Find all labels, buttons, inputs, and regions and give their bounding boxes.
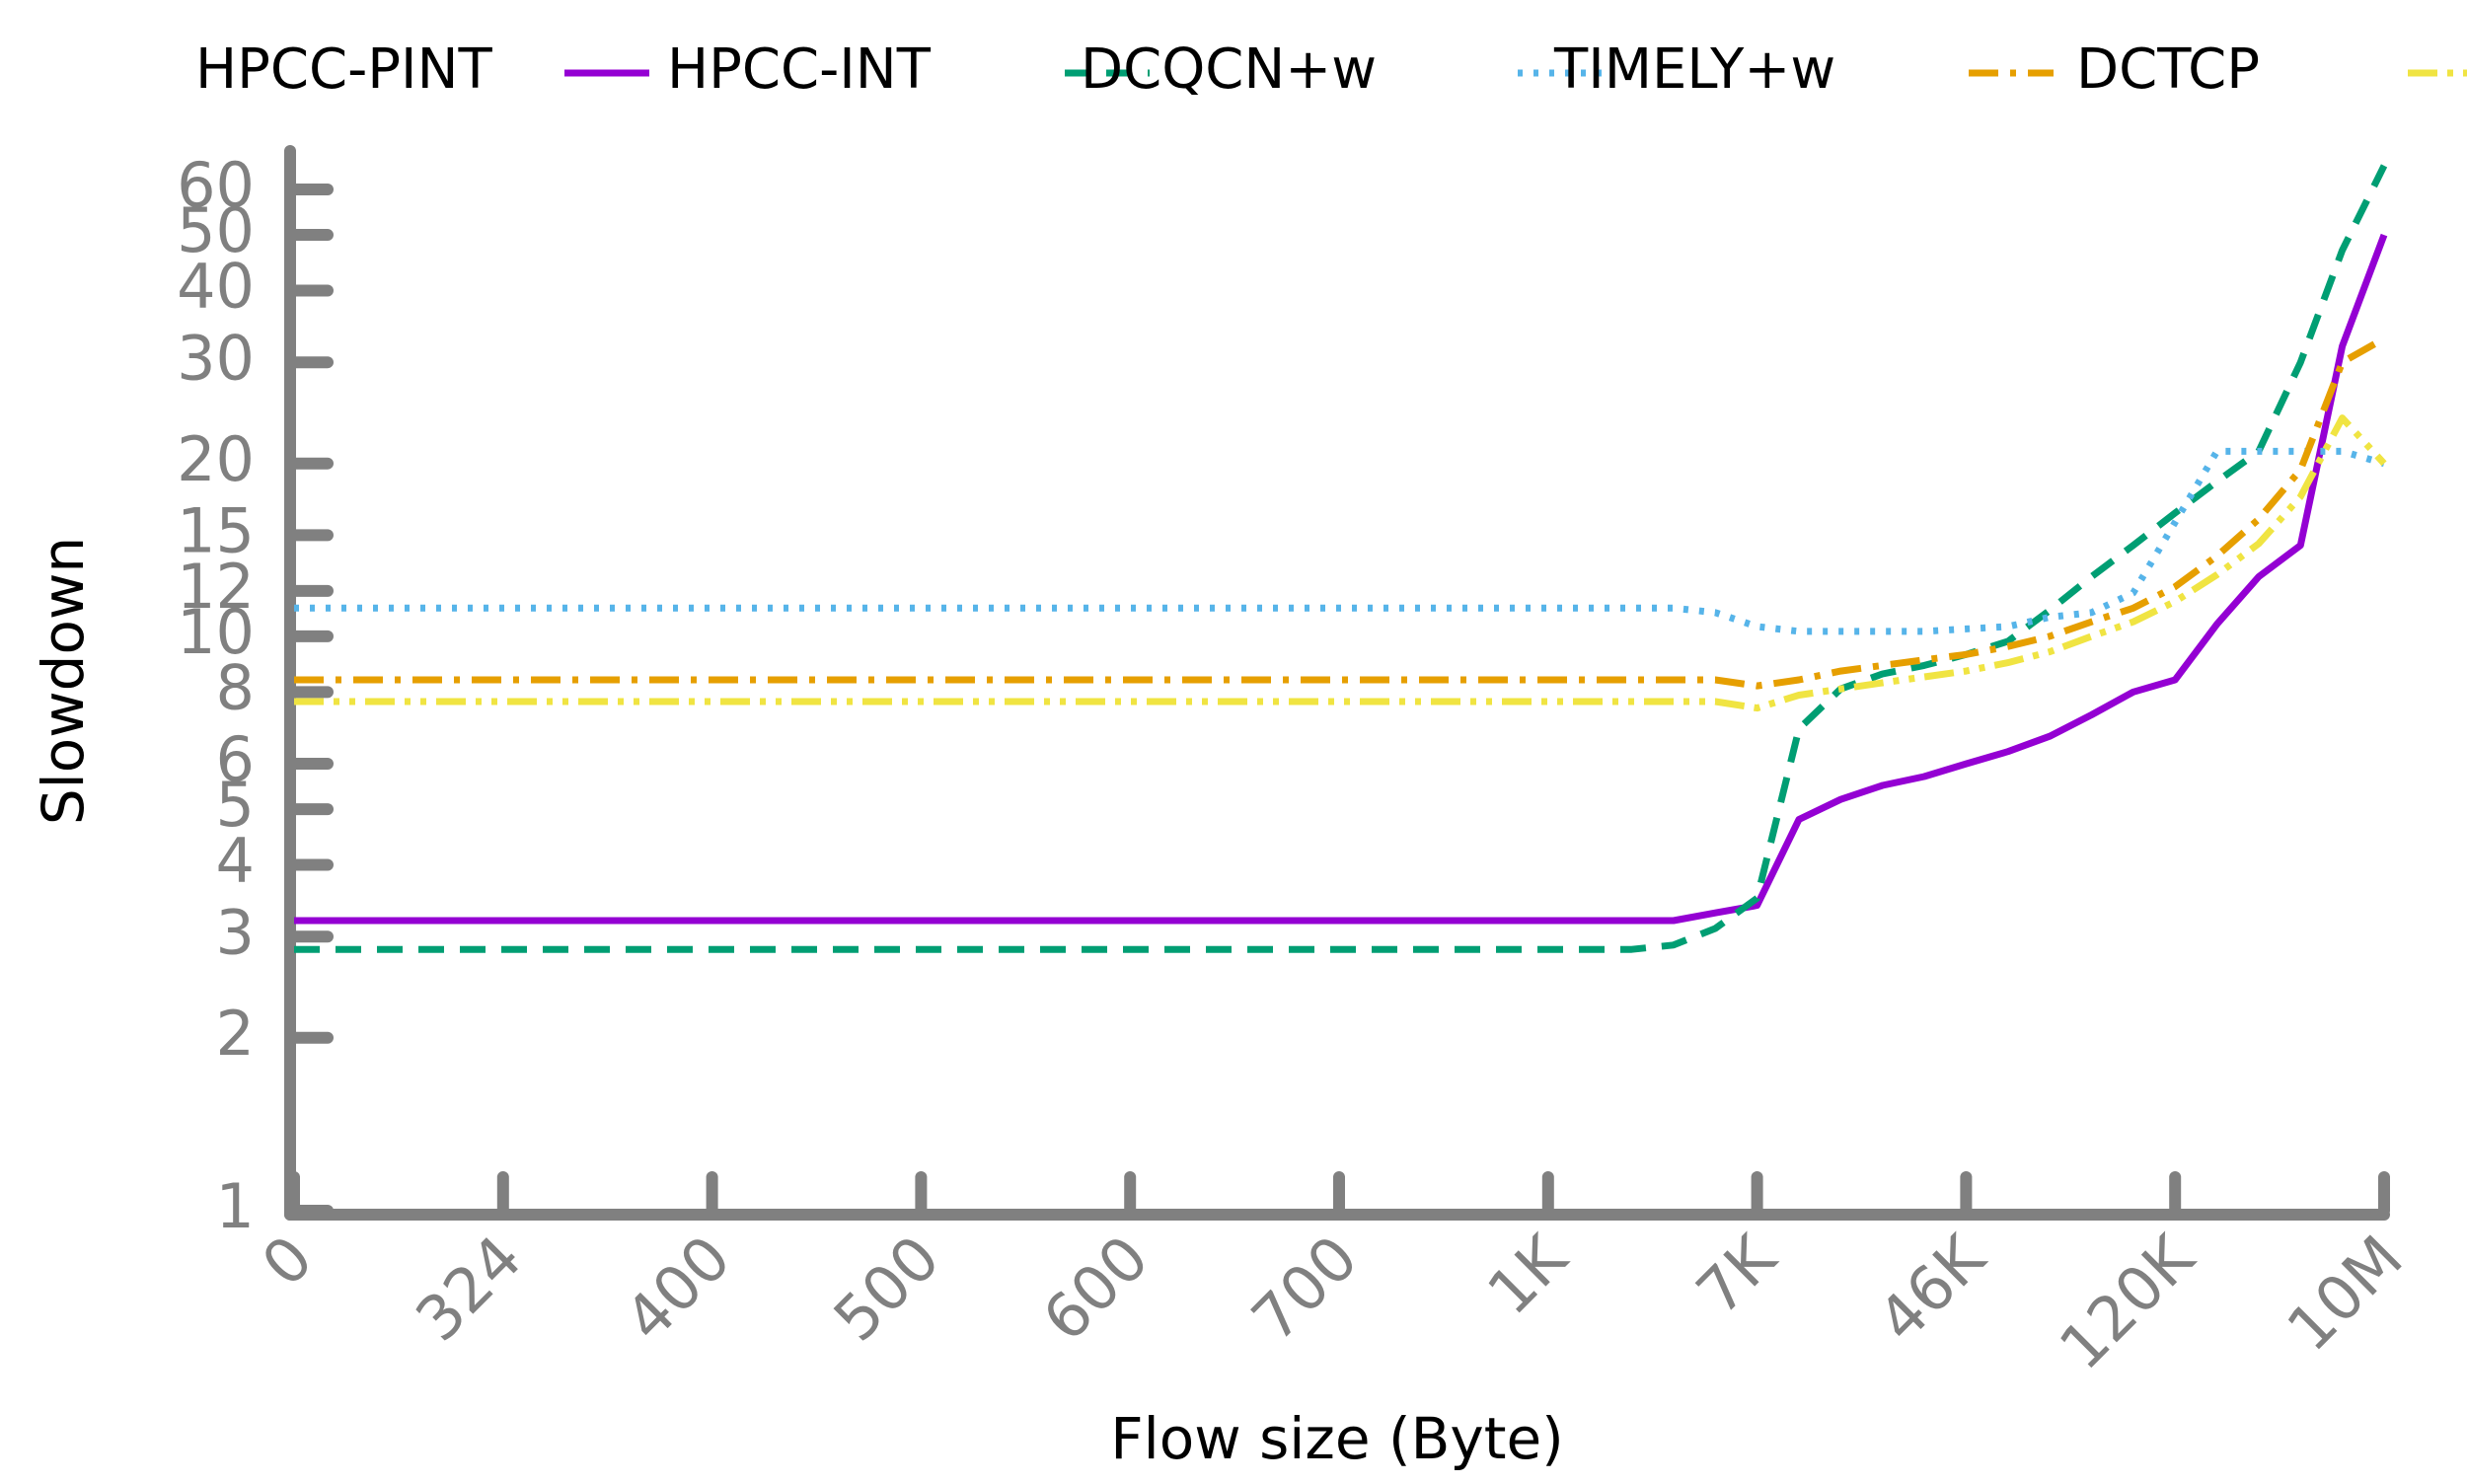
- y-tick-label: 1: [216, 1170, 255, 1242]
- legend-label: HPCC-INT: [667, 37, 932, 102]
- x-tick-label: 324: [402, 1222, 535, 1355]
- series-line: [294, 414, 2387, 712]
- x-tick-label: 46K: [1864, 1221, 1999, 1356]
- legend-label: DCQCN+w: [1081, 37, 1377, 102]
- y-tick-label: 30: [177, 322, 255, 394]
- y-tick-label: 15: [177, 495, 255, 567]
- y-axis-title: Slowdown: [30, 537, 97, 825]
- x-tick-label: 400: [611, 1222, 744, 1355]
- y-tick-label: 3: [216, 896, 255, 968]
- y-tick-label: 4: [216, 825, 255, 897]
- y-tick-label: 10: [177, 596, 255, 668]
- x-tick-label: 120K: [2046, 1221, 2208, 1383]
- x-tick-label: 500: [820, 1222, 953, 1355]
- y-tick-label: 50: [177, 194, 255, 266]
- x-tick-label: 10M: [2273, 1222, 2416, 1365]
- x-tick-label: 7K: [1682, 1221, 1790, 1328]
- y-tick-label: 60: [177, 149, 255, 221]
- series-line: [294, 447, 2385, 635]
- series-line: [294, 233, 2388, 925]
- series-line: [294, 335, 2386, 690]
- y-tick-label: 40: [177, 251, 255, 323]
- y-tick-label: 8: [216, 651, 255, 723]
- x-axis-title: Flow size (Byte): [1110, 1405, 1564, 1472]
- y-tick-label: 20: [177, 423, 255, 495]
- x-tick-label: 700: [1237, 1222, 1371, 1355]
- x-tick-label: 0: [248, 1222, 327, 1300]
- legend-label: DCTCP: [2076, 37, 2260, 102]
- legend-label: TIMELY+w: [1553, 37, 1835, 102]
- y-tick-label: 12: [177, 551, 255, 623]
- x-tick-label: 1K: [1473, 1221, 1581, 1328]
- y-tick-label: 5: [216, 769, 255, 841]
- x-tick-label: 600: [1029, 1222, 1162, 1355]
- legend-label: HPCC-PINT: [195, 37, 492, 102]
- y-tick-label: 6: [216, 723, 255, 795]
- series-line: [294, 164, 2388, 953]
- y-tick-label: 2: [216, 998, 255, 1070]
